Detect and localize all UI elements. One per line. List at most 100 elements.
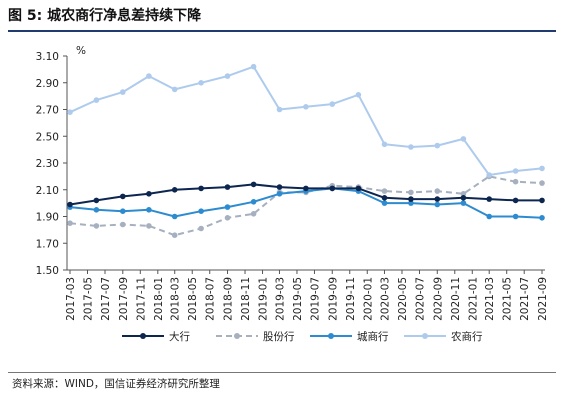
x-tick-label: 2018-11: [240, 277, 252, 321]
legend-swatch-marker: [328, 333, 334, 339]
legend-swatch-marker: [140, 333, 146, 339]
data-point: [146, 207, 152, 213]
data-point: [250, 63, 257, 70]
legend-label: 城商行: [357, 330, 389, 343]
y-axis-ticks: 3.10 2.90 2.70 2.50 2.30 2.10 1.90 1.70 1.50: [36, 51, 67, 277]
data-point: [67, 109, 73, 115]
data-point: [250, 181, 257, 188]
data-point: [93, 97, 100, 103]
x-axis-ticks: 2017-03 2017-05 2017-07 2017-09 2017-11 2018-…: [65, 270, 549, 321]
x-tick-label: 2018-09: [223, 277, 235, 321]
x-tick-label: 2018-05: [187, 277, 199, 321]
data-point: [171, 213, 178, 220]
x-tick-label: 2021-07: [519, 277, 531, 321]
data-point: [250, 199, 257, 205]
y-tick-label: 3.10: [36, 51, 59, 63]
x-tick-label: 2020-11: [450, 277, 462, 321]
data-point: [120, 193, 126, 200]
data-point: [171, 187, 178, 193]
source-note: 资料来源：WIND，国信证券经济研究所整理: [12, 378, 220, 390]
data-point: [355, 185, 362, 192]
data-point: [460, 191, 467, 197]
y-tick-label: 1.90: [36, 212, 59, 224]
data-point: [146, 73, 152, 79]
data-point: [120, 221, 126, 228]
y-tick-label: 2.30: [36, 158, 59, 170]
data-point: [381, 195, 388, 201]
data-point: [93, 223, 100, 229]
series-line: [69, 175, 543, 237]
series-1: [67, 181, 545, 208]
data-point: [224, 73, 231, 79]
data-point: [224, 184, 231, 190]
x-tick-label: 2020-03: [379, 277, 391, 321]
data-point: [120, 89, 126, 95]
x-tick-label: 2017-07: [100, 277, 112, 321]
legend-item: 城商行: [310, 330, 389, 343]
legend-swatch-marker: [234, 333, 240, 339]
data-point: [329, 101, 336, 107]
y-tick-label: 1.70: [36, 238, 59, 250]
data-point: [67, 220, 73, 226]
data-point: [486, 213, 493, 220]
data-point: [512, 213, 519, 220]
data-point: [381, 188, 388, 194]
x-tick-label: 2019-11: [345, 277, 357, 321]
series-2: [67, 173, 545, 238]
data-point: [460, 136, 467, 142]
data-point: [250, 211, 257, 217]
data-point: [93, 197, 100, 204]
x-tick-label: 2019-03: [274, 277, 286, 321]
data-point: [355, 92, 362, 98]
x-tick-label: 2020-01: [362, 277, 374, 321]
x-tick-label: 2017-11: [135, 277, 147, 321]
data-point: [512, 178, 519, 185]
data-point: [67, 201, 73, 208]
data-point: [276, 184, 283, 190]
data-point: [460, 195, 467, 201]
data-point: [512, 197, 519, 204]
chart-legend: 大行 股份行 城商行 农商行: [122, 330, 483, 343]
x-tick-label: 2021-01: [467, 277, 479, 321]
data-point: [408, 200, 414, 206]
x-tick-label: 2019-05: [292, 277, 304, 321]
series-line: [69, 65, 543, 176]
data-point: [146, 223, 152, 229]
data-point: [434, 188, 441, 194]
title-divider: [8, 30, 556, 32]
x-tick-label: 2020-07: [414, 277, 426, 321]
legend-item: 大行: [122, 330, 190, 343]
x-tick-label: 2021-05: [502, 277, 514, 321]
legend-label: 大行: [169, 330, 190, 343]
x-tick-label: 2019-07: [309, 277, 321, 321]
data-point: [171, 232, 178, 238]
x-tick-label: 2017-09: [118, 277, 130, 321]
data-point: [198, 225, 204, 232]
data-point: [539, 180, 545, 186]
data-point: [93, 207, 100, 213]
data-point: [539, 165, 545, 172]
data-point: [120, 208, 126, 214]
data-point: [224, 204, 231, 210]
data-point: [381, 200, 388, 206]
x-tick-label: 2019-01: [258, 277, 270, 321]
data-point: [224, 215, 231, 221]
data-point: [171, 86, 178, 93]
x-tick-label: 2017-05: [83, 277, 95, 321]
data-point: [276, 191, 283, 197]
x-tick-label: 2018-01: [153, 277, 165, 321]
line-chart: % 3.10 2.90 2.70 2.50 2.30 2.10 1.90 1.70 1.50 2…: [36, 45, 549, 343]
x-tick-label: 2021-03: [484, 277, 496, 321]
data-point: [539, 197, 545, 204]
data-point: [408, 189, 414, 196]
y-tick-label: 2.50: [36, 131, 59, 143]
source-divider: [8, 372, 556, 373]
y-unit-label: %: [76, 45, 86, 57]
data-point: [329, 185, 336, 192]
data-point: [434, 142, 441, 149]
series-layer: [67, 63, 545, 238]
data-point: [276, 106, 283, 113]
y-tick-label: 1.50: [36, 265, 59, 277]
data-point: [408, 144, 414, 150]
data-point: [408, 196, 414, 202]
